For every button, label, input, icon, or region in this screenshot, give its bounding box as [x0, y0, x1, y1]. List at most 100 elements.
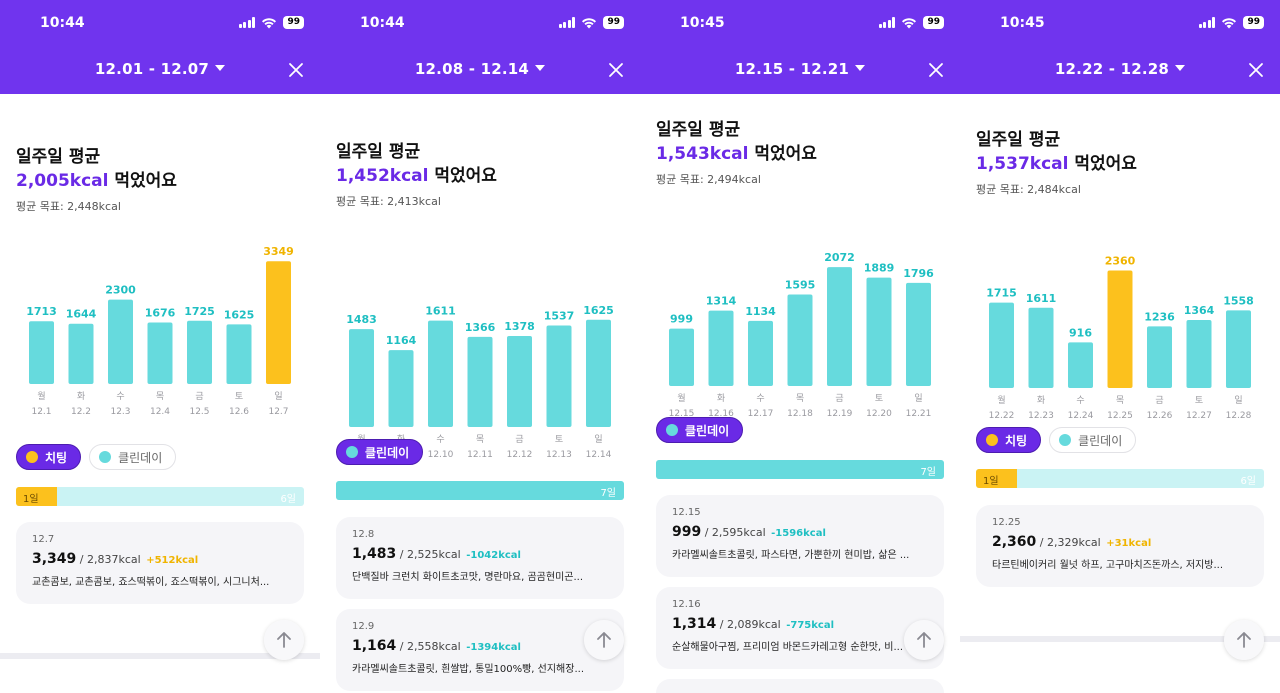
- date-label: 12.5: [189, 407, 209, 417]
- bar-12.9: [388, 350, 414, 427]
- bar-value-label: 1625: [583, 304, 614, 317]
- chip-clean[interactable]: 클린데이: [656, 417, 744, 443]
- clean-dot-icon: [346, 446, 358, 458]
- bar-value-label: 999: [670, 313, 693, 326]
- date-label: 12.15: [669, 409, 695, 419]
- top-bar: 10:44 99 12.08 - 12.14: [320, 0, 640, 94]
- scroll-to-top-button[interactable]: [264, 620, 304, 660]
- date-label: 12.23: [1028, 411, 1054, 421]
- close-icon[interactable]: [608, 62, 624, 78]
- bar-12.6: [226, 324, 252, 384]
- day-record-card[interactable]: 12.9 1,164 / 2,558kcal -1394kcal 카라멜씨솔트초콜릿…: [336, 609, 624, 691]
- bar-value-label: 1715: [986, 287, 1017, 300]
- day-ratio-bar: 1일 6일: [16, 487, 304, 506]
- summary-title: 일주일 평균: [336, 142, 421, 162]
- week-range-selector[interactable]: 12.01 - 12.07: [0, 60, 320, 78]
- chip-clean[interactable]: 클린데이: [336, 439, 424, 465]
- bar-value-label: 1366: [465, 321, 496, 334]
- other-days-count: 7일: [600, 488, 616, 499]
- weekday-label: 화: [77, 391, 85, 402]
- week-range-selector[interactable]: 12.22 - 12.28: [960, 60, 1280, 78]
- date-label: 12.27: [1186, 411, 1212, 421]
- weekly-summary: 일주일 평균 1,543kcal 먹었어요 평균 목표: 2,494kcal: [656, 118, 817, 187]
- bar-value-label: 3349: [263, 245, 294, 258]
- bar-12.10: [428, 320, 453, 427]
- arrow-up-icon: [917, 632, 931, 648]
- bar-12.13: [546, 325, 572, 427]
- bar-value-label: 1713: [26, 305, 57, 318]
- chip-label: 치팅: [45, 450, 68, 465]
- record-date: 12.25: [992, 517, 1021, 528]
- goal-kcal: / 2,595kcal: [704, 526, 766, 539]
- record-foods: 교촌콤보, 교촌콤보, 죠스떡볶이, 죠스떡볶이, 시그니처...: [32, 577, 270, 588]
- weekday-label: 화: [717, 393, 725, 404]
- week-range-selector[interactable]: 12.15 - 12.21: [640, 60, 960, 78]
- week-range-label: 12.22 - 12.28: [1054, 60, 1170, 78]
- kcal-difference: -1042kcal: [466, 550, 521, 561]
- weekly-summary: 일주일 평균 1,452kcal 먹었어요 평균 목표: 2,413kcal: [336, 140, 497, 209]
- weekday-label: 월: [37, 390, 45, 402]
- battery-icon: 99: [923, 16, 944, 29]
- date-label: 12.10: [428, 450, 454, 460]
- bar-12.8: [349, 329, 374, 427]
- cheat-days-fill: [16, 487, 58, 506]
- week-range-selector[interactable]: 12.08 - 12.14: [320, 60, 640, 78]
- date-label: 12.7: [268, 407, 288, 417]
- day-record-card[interactable]: 12.15 999 / 2,595kcal -1596kcal 카라멜씨솔트초콜릿,…: [656, 495, 944, 577]
- bar-value-label: 2300: [105, 284, 136, 297]
- bar-value-label: 1725: [184, 305, 215, 318]
- scroll-to-top-button[interactable]: [584, 620, 624, 660]
- bar-12.20: [866, 277, 892, 386]
- record-foods: 순살해물아구찜, 프리미엄 바몬드카레고형 순한맛, 비...: [672, 642, 904, 653]
- scroll-to-top-button[interactable]: [904, 620, 944, 660]
- goal-kcal: / 2,837kcal: [79, 553, 141, 566]
- summary-suffix: 먹었어요: [434, 166, 497, 186]
- goal-kcal: / 2,558kcal: [399, 640, 461, 653]
- chevron-down-icon: [535, 65, 546, 71]
- screen-panel: 10:45 99 12.22 - 12.28 일주일 평균 1,537kcal 먹었어요…: [960, 0, 1280, 693]
- top-bar: 10:45 99 12.15 - 12.21: [640, 0, 960, 94]
- record-foods: 타르틴베이커리 월넛 하프, 고구마치즈돈까스, 저지방...: [992, 560, 1224, 571]
- average-goal: 평균 목표: 2,448kcal: [16, 200, 121, 213]
- close-icon[interactable]: [1248, 62, 1264, 78]
- day-record-card[interactable]: 12.7 3,349 / 2,837kcal +512kcal 교촌콤보, 교촌콤보…: [16, 522, 304, 604]
- date-label: 12.25: [1107, 411, 1133, 421]
- day-record-card[interactable]: [656, 679, 944, 693]
- chip-cheat[interactable]: 치팅: [976, 427, 1042, 453]
- weekday-label: 월: [997, 394, 1005, 406]
- chip-cheat[interactable]: 치팅: [16, 444, 82, 470]
- wifi-icon: [582, 17, 597, 28]
- close-icon[interactable]: [928, 62, 944, 78]
- record-date: 12.16: [672, 599, 701, 610]
- cellular-signal-icon: [238, 17, 256, 28]
- chip-clean[interactable]: 클린데이: [1049, 427, 1137, 453]
- status-time: 10:45: [1000, 15, 1045, 31]
- scroll-to-top-button[interactable]: [1224, 620, 1264, 660]
- top-bar: 10:44 99 12.01 - 12.07: [0, 0, 320, 94]
- chip-clean[interactable]: 클린데이: [89, 444, 177, 470]
- record-foods: 카라멜씨솔트초콜릿, 파스타면, 가뿐한끼 현미밥, 삶은 ...: [672, 550, 910, 561]
- day-record-card[interactable]: 12.16 1,314 / 2,089kcal -775kcal 순살해물아구찜, …: [656, 587, 944, 669]
- weekday-label: 금: [1155, 395, 1163, 406]
- day-record-card[interactable]: 12.25 2,360 / 2,329kcal +31kcal 타르틴베이커리 월넛…: [976, 505, 1264, 587]
- cellular-signal-icon: [1198, 17, 1216, 28]
- date-label: 12.28: [1226, 411, 1252, 421]
- bar-12.22: [989, 302, 1014, 388]
- clean-days-fill: [656, 460, 944, 479]
- day-record-card[interactable]: 12.8 1,483 / 2,525kcal -1042kcal 단백질바 크런치 …: [336, 517, 624, 599]
- date-label: 12.6: [229, 407, 249, 417]
- daily-kcal-chart: 1713 월 12.1 1644 화 12.2 2300 수 12.3 1676 목 12.4 1725…: [26, 245, 294, 417]
- day-type-chips: 치팅 클린데이: [16, 444, 177, 470]
- average-goal: 평균 목표: 2,494kcal: [656, 173, 761, 186]
- bar-value-label: 1164: [386, 334, 417, 347]
- summary-title: 일주일 평균: [16, 147, 101, 167]
- status-icons: 99: [1198, 16, 1264, 29]
- eaten-kcal: 1,164: [352, 638, 397, 654]
- clean-dot-icon: [666, 424, 678, 436]
- arrow-up-icon: [277, 632, 291, 648]
- arrow-up-icon: [1237, 632, 1251, 648]
- date-label: 12.16: [708, 409, 734, 419]
- date-label: 12.2: [71, 407, 91, 417]
- close-icon[interactable]: [288, 62, 304, 78]
